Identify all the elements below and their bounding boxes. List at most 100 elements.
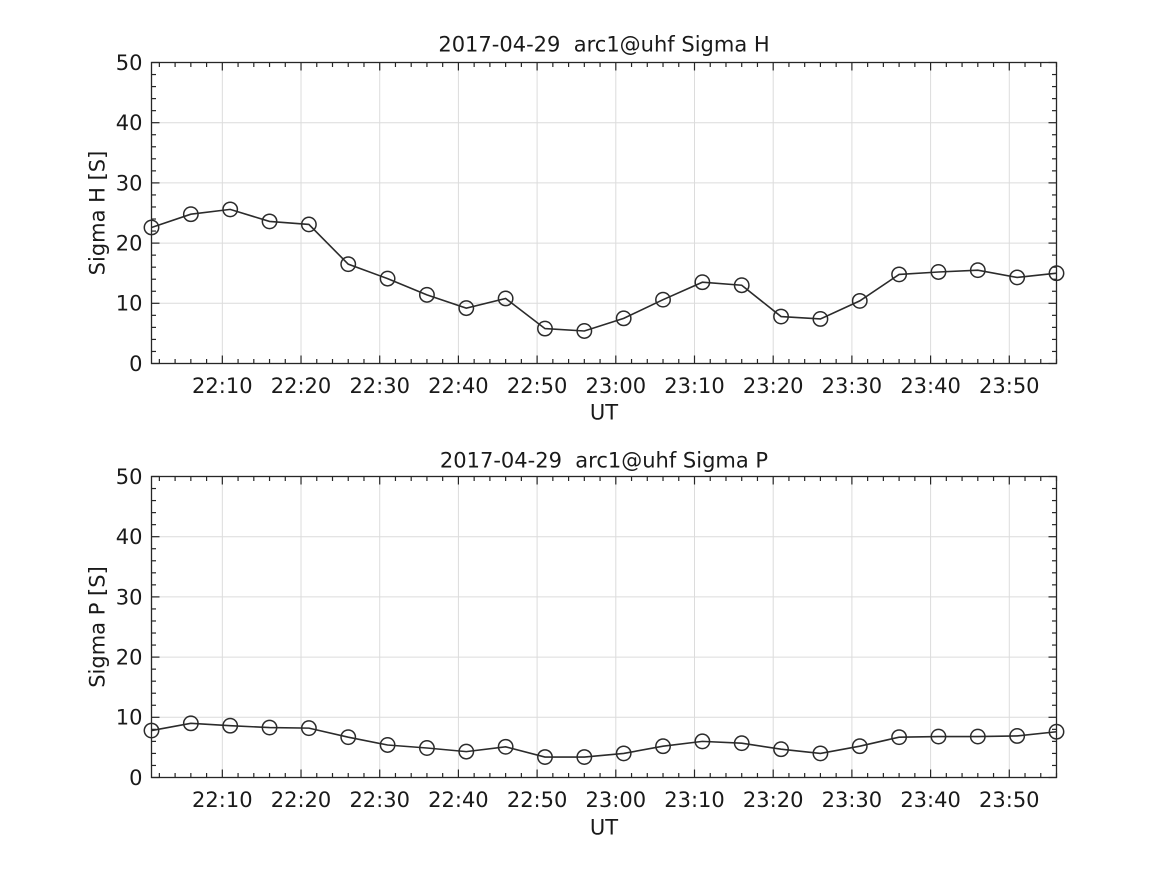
data-point-marker bbox=[143, 722, 160, 739]
data-point-marker bbox=[497, 290, 514, 307]
svg-text:23:20: 23:20 bbox=[743, 788, 804, 812]
svg-text:30: 30 bbox=[116, 171, 143, 195]
svg-text:22:50: 22:50 bbox=[507, 788, 568, 812]
svg-text:23:30: 23:30 bbox=[822, 374, 883, 398]
subplot-0: 22:10 22:20 22:30 22:40 22:50 23:00 23:10 23:20… bbox=[116, 51, 1065, 398]
data-point-marker bbox=[615, 745, 632, 762]
svg-text:22:50: 22:50 bbox=[507, 374, 568, 398]
svg-text:40: 40 bbox=[116, 525, 143, 549]
sigma-p-title: 2017-04-29 arc1@uhf Sigma P bbox=[439, 448, 769, 473]
x-tick-labels: 22:10 22:20 22:30 22:40 22:50 23:00 23:10 23:20… bbox=[192, 374, 1039, 398]
data-point-marker bbox=[969, 728, 986, 745]
svg-text:22:30: 22:30 bbox=[349, 788, 410, 812]
data-point-marker bbox=[222, 717, 239, 734]
svg-text:22:20: 22:20 bbox=[271, 788, 332, 812]
svg-text:50: 50 bbox=[116, 51, 143, 75]
sigma-h-title: 2017-04-29 arc1@uhf Sigma H bbox=[438, 32, 770, 57]
data-line bbox=[151, 208, 1057, 332]
data-point-marker bbox=[930, 728, 947, 745]
x-tick-labels: 22:10 22:20 22:30 22:40 22:50 23:00 23:10 23:20… bbox=[192, 788, 1039, 812]
sigma-h-xlabel: UT bbox=[589, 400, 619, 425]
grid bbox=[151, 476, 1057, 778]
data-point-marker bbox=[851, 292, 868, 309]
data-point-marker bbox=[733, 277, 750, 294]
data-point-marker bbox=[812, 745, 829, 762]
svg-text:22:10: 22:10 bbox=[192, 788, 253, 812]
svg-text:22:40: 22:40 bbox=[428, 374, 489, 398]
svg-text:22:40: 22:40 bbox=[428, 788, 489, 812]
data-point-marker bbox=[851, 738, 868, 755]
data-point-marker bbox=[222, 201, 239, 218]
axis-box bbox=[150, 61, 1058, 365]
data-point-marker bbox=[930, 264, 947, 280]
data-point-marker bbox=[1009, 728, 1026, 744]
data-point-marker bbox=[261, 719, 278, 736]
svg-text:22:20: 22:20 bbox=[271, 374, 332, 398]
data-point-marker bbox=[694, 733, 711, 750]
data-point-marker bbox=[300, 216, 317, 233]
data-point-marker bbox=[773, 308, 790, 325]
y-tick-labels: 0 10 20 30 40 50 bbox=[116, 51, 143, 376]
svg-text:23:50: 23:50 bbox=[979, 374, 1040, 398]
data-point-marker bbox=[969, 262, 986, 279]
ticks bbox=[151, 61, 1058, 365]
svg-text:0: 0 bbox=[129, 352, 142, 376]
svg-text:10: 10 bbox=[116, 706, 143, 730]
svg-text:23:10: 23:10 bbox=[664, 788, 725, 812]
data-point-marker bbox=[340, 729, 357, 746]
data-point-marker bbox=[615, 310, 632, 327]
svg-text:40: 40 bbox=[116, 111, 143, 135]
data-line bbox=[151, 722, 1057, 758]
data-point-marker bbox=[182, 206, 199, 223]
data-point-marker bbox=[497, 738, 514, 755]
svg-text:23:20: 23:20 bbox=[743, 374, 804, 398]
subplot-1: 22:10 22:20 22:30 22:40 22:50 23:00 23:10 23:20… bbox=[116, 465, 1065, 812]
sigma-p-xlabel: UT bbox=[589, 815, 619, 840]
data-point-marker bbox=[655, 738, 671, 755]
svg-text:23:10: 23:10 bbox=[664, 374, 725, 398]
data-point-marker bbox=[891, 729, 908, 746]
ticks bbox=[151, 475, 1058, 779]
svg-text:23:40: 23:40 bbox=[900, 788, 961, 812]
svg-text:23:00: 23:00 bbox=[586, 374, 647, 398]
data-point-marker bbox=[418, 286, 435, 303]
data-point-marker bbox=[300, 720, 317, 737]
data-markers bbox=[143, 715, 1065, 765]
svg-text:23:30: 23:30 bbox=[822, 788, 883, 812]
y-tick-labels: 0 10 20 30 40 50 bbox=[116, 465, 143, 790]
data-markers bbox=[143, 201, 1065, 339]
sigma-p-ylabel: Sigma P [S] bbox=[85, 566, 110, 688]
data-point-marker bbox=[1048, 265, 1065, 282]
svg-text:50: 50 bbox=[116, 465, 143, 489]
svg-text:0: 0 bbox=[129, 766, 142, 790]
svg-text:23:40: 23:40 bbox=[900, 374, 961, 398]
svg-text:22:30: 22:30 bbox=[349, 374, 410, 398]
data-point-marker bbox=[143, 219, 160, 236]
svg-text:23:00: 23:00 bbox=[586, 788, 647, 812]
data-point-marker bbox=[1009, 269, 1026, 286]
data-point-marker bbox=[418, 740, 435, 756]
data-point-marker bbox=[340, 256, 357, 273]
svg-text:20: 20 bbox=[116, 231, 143, 255]
data-point-marker bbox=[458, 743, 475, 760]
data-point-marker bbox=[733, 735, 750, 752]
data-point-marker bbox=[812, 311, 829, 327]
data-point-marker bbox=[773, 741, 790, 758]
data-point-marker bbox=[1048, 723, 1065, 740]
data-point-marker bbox=[891, 266, 908, 283]
svg-text:10: 10 bbox=[116, 292, 143, 316]
data-point-marker bbox=[182, 715, 199, 732]
data-point-marker bbox=[379, 737, 396, 753]
axis-box bbox=[150, 475, 1058, 779]
data-point-marker bbox=[537, 320, 553, 337]
data-point-marker bbox=[576, 749, 593, 765]
grid bbox=[151, 62, 1057, 364]
data-point-marker bbox=[379, 270, 396, 287]
data-point-marker bbox=[458, 300, 475, 317]
data-point-marker bbox=[261, 213, 278, 230]
svg-text:23:50: 23:50 bbox=[979, 788, 1040, 812]
svg-text:22:10: 22:10 bbox=[192, 374, 253, 398]
data-point-marker bbox=[655, 291, 671, 308]
data-point-marker bbox=[537, 749, 553, 765]
